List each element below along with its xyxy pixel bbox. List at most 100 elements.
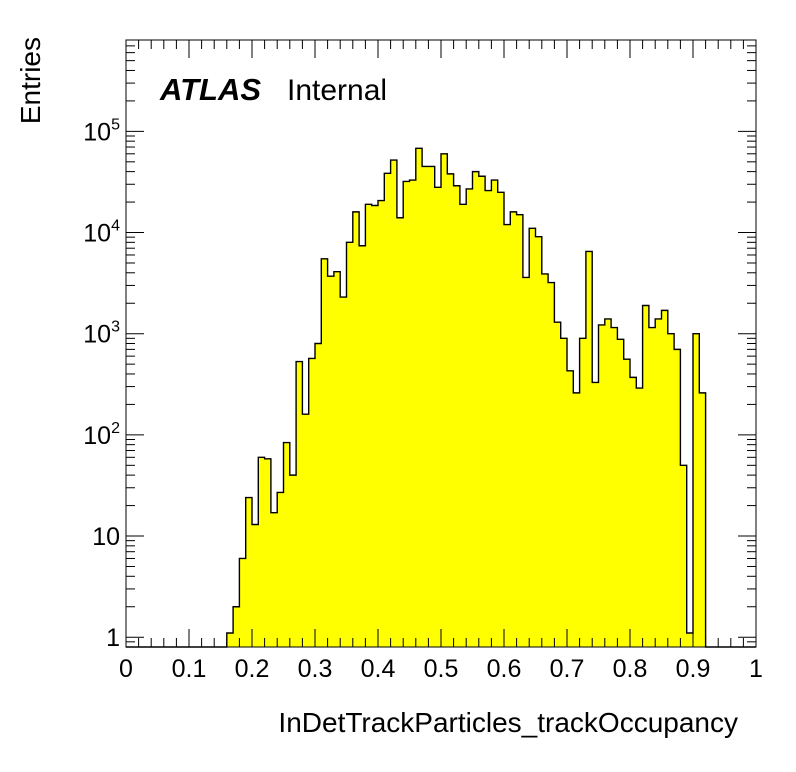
histogram-bar: [315, 343, 322, 647]
y-tick-label: 10: [92, 523, 120, 551]
x-tick-label: 0.5: [424, 655, 459, 683]
histogram-bar: [573, 392, 580, 647]
histogram-bar: [365, 204, 373, 647]
x-tick-label: 0.1: [172, 655, 207, 683]
histogram-bar: [258, 457, 265, 647]
histogram-bar: [226, 633, 234, 647]
x-tick-label: 0.9: [676, 655, 711, 683]
x-axis-title: InDetTrackParticles_trackOccupancy: [278, 707, 738, 738]
histogram-bar: [359, 245, 366, 647]
histogram-bar: [579, 338, 587, 647]
histogram-bar: [611, 327, 618, 647]
histogram-bar: [686, 633, 694, 647]
histogram-bar: [585, 251, 593, 647]
histogram-bar: [396, 217, 404, 648]
histogram-bar: [327, 276, 335, 647]
histogram-bar: [648, 327, 656, 647]
y-tick-label: 103: [83, 319, 120, 349]
histogram-bar: [283, 442, 291, 647]
histogram-bar: [522, 277, 530, 647]
histogram-bar: [655, 318, 662, 647]
histogram-bar: [516, 214, 524, 647]
x-tick-label: 0.4: [361, 655, 396, 683]
histogram-bar: [453, 185, 461, 647]
histogram-bar: [264, 458, 272, 647]
histogram-bar: [428, 166, 436, 648]
histogram-bar: [548, 282, 555, 647]
histogram-bar: [321, 258, 328, 647]
histogram-bar: [541, 273, 549, 647]
y-tick-label: 104: [83, 218, 120, 248]
histogram-bar: [308, 358, 316, 647]
x-tick-labels: 0 0.1 0.2 0.3 0.4 0.5 0.6 0.7 0.8 0.9 1: [119, 655, 763, 683]
histogram-bar: [617, 339, 625, 647]
histogram-bar: [390, 160, 398, 647]
histogram-bar: [636, 388, 643, 647]
histogram-bar: [447, 173, 454, 647]
histogram-bar: [441, 153, 448, 647]
histogram-bar: [592, 382, 599, 647]
histogram-bar: [680, 465, 688, 647]
histogram-bar: [378, 200, 385, 647]
histogram-bar: [289, 475, 297, 647]
histogram-bar: [510, 211, 517, 647]
histogram-bar: [422, 166, 429, 648]
histogram-bar: [340, 297, 347, 647]
histogram-bar: [529, 228, 536, 647]
histogram-bar: [567, 370, 574, 647]
histogram-bar: [384, 173, 391, 647]
histogram-bar: [604, 318, 612, 647]
histogram-bar: [478, 176, 486, 647]
y-tick-label: 105: [83, 116, 120, 146]
histogram-bars: [126, 147, 756, 648]
histogram-bar: [466, 188, 473, 647]
histogram-bar: [667, 333, 675, 647]
histogram-bar: [252, 524, 259, 647]
histogram-bar: [699, 392, 706, 647]
histogram-bar: [497, 192, 505, 648]
histogram-bar: [674, 349, 681, 647]
atlas-label: ATLAS: [159, 72, 261, 107]
histogram-outline: [126, 147, 756, 648]
x-tick-label: 0.6: [487, 655, 522, 683]
histogram-bar: [434, 187, 442, 647]
internal-label: Internal: [287, 74, 387, 107]
histogram-bar: [642, 305, 650, 647]
histogram-bar: [623, 359, 631, 647]
histogram-bar: [693, 333, 700, 647]
x-tick-label: 0.2: [235, 655, 270, 683]
histogram-bar: [598, 324, 606, 647]
histogram-bar: [239, 558, 247, 647]
y-tick-label: 102: [83, 420, 120, 450]
histogram-bar: [233, 606, 240, 647]
axis-ticks: [125, 39, 757, 648]
histogram-bar: [472, 171, 480, 648]
histogram-bar: [277, 492, 284, 647]
histogram-bar: [333, 271, 341, 647]
histogram-bar: [270, 512, 278, 647]
histogram-bar: [415, 148, 423, 647]
y-tick-labels: 1 10 102 103 104 105: [83, 116, 120, 652]
histogram-bar: [371, 205, 379, 647]
histogram-bar: [504, 224, 511, 647]
histogram-bar: [560, 338, 568, 647]
histogram-bar: [485, 190, 492, 648]
y-axis-title: Entries: [15, 37, 46, 124]
histogram-bar: [403, 181, 410, 647]
x-tick-label: 0.8: [613, 655, 648, 683]
x-tick-label: 0.3: [298, 655, 333, 683]
histogram-bar: [554, 322, 562, 647]
x-tick-label: 0: [119, 655, 133, 683]
histogram-bar: [296, 361, 303, 647]
histogram-bar: [302, 414, 310, 647]
x-tick-label: 0.7: [550, 655, 585, 683]
histogram-bar: [409, 180, 417, 647]
histogram-bar: [346, 242, 354, 648]
histogram-bar: [661, 310, 669, 647]
y-tick-label: 1: [106, 624, 120, 652]
histogram-bar: [245, 497, 253, 647]
histogram-bar: [491, 180, 499, 647]
histogram-bar: [459, 204, 467, 647]
histogram-bar: [352, 211, 360, 647]
